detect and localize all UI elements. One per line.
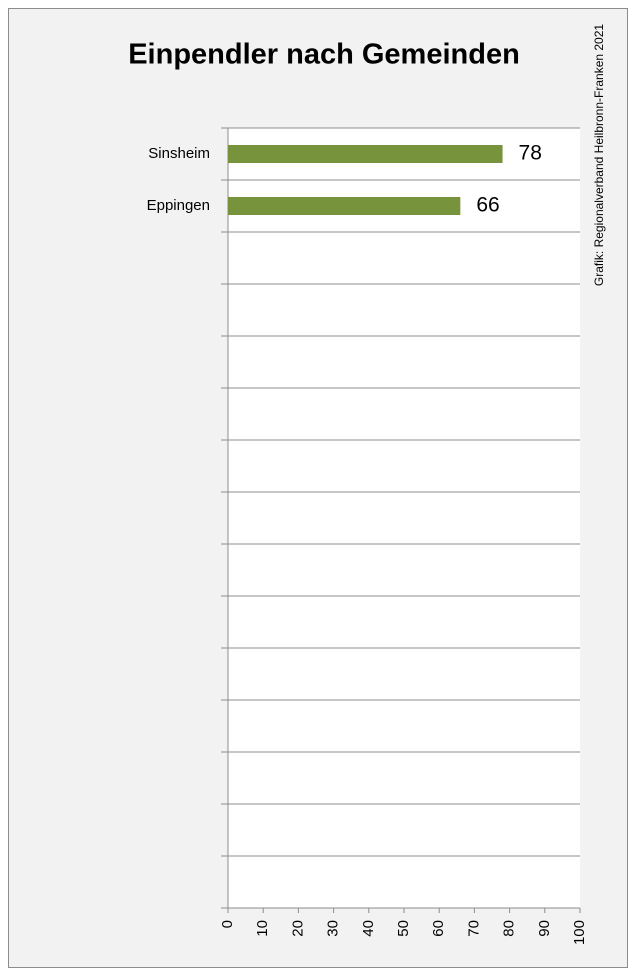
bar [228, 145, 503, 163]
x-tick-label: 100 [571, 920, 588, 945]
value-label: 66 [476, 194, 499, 217]
x-tick-label: 50 [395, 920, 412, 937]
chart-title: Einpendler nach Gemeinden [128, 39, 520, 71]
y-tick-label: Eppingen [147, 197, 210, 214]
x-tick-label: 0 [219, 920, 236, 928]
x-tick-label: 10 [254, 920, 271, 937]
plot-area [228, 128, 580, 908]
source-note: Grafik: Regionalverband Heilbronn-Franke… [592, 24, 606, 286]
x-tick-label: 60 [430, 920, 447, 937]
x-tick-label: 80 [501, 920, 518, 937]
x-tick-label: 90 [536, 920, 553, 937]
bar [228, 197, 461, 215]
x-tick-label: 70 [465, 920, 482, 937]
y-tick-label: Sinsheim [148, 145, 210, 162]
value-label: 78 [519, 142, 542, 165]
x-tick-label: 40 [360, 920, 377, 937]
x-tick-label: 30 [325, 920, 342, 937]
x-tick-label: 20 [289, 920, 306, 937]
